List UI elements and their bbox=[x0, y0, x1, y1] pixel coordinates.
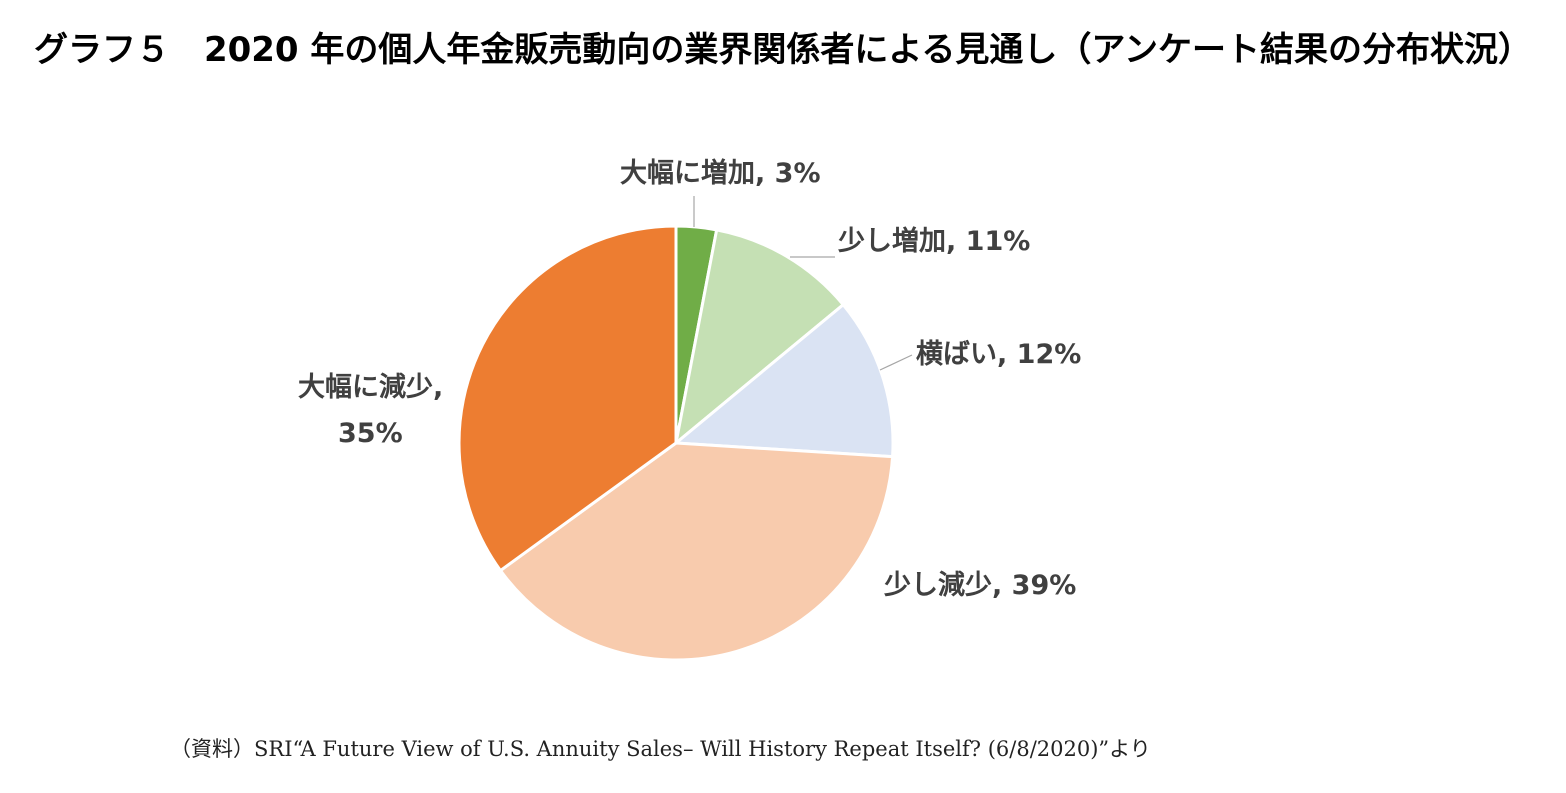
slice-flat bbox=[672, 302, 895, 459]
slice-label-large-decrease: 大幅に減少, bbox=[298, 372, 444, 403]
slice-label-large-increase: 大幅に増加, 3% bbox=[620, 158, 821, 189]
source-note: （資料）SRI“A Future View of U.S. Annuity Sa… bbox=[170, 737, 1151, 761]
chart-title: グラフ５ 2020 年の個人年金販売動向の業界関係者による見通し（アンケート結果… bbox=[33, 30, 1533, 70]
leader-line-flat bbox=[879, 354, 913, 371]
slice-small-decrease bbox=[498, 441, 895, 662]
slice-small-increase bbox=[673, 228, 846, 447]
slice-label-flat: 横ばい, 12% bbox=[916, 339, 1082, 370]
slice-large-decrease bbox=[457, 224, 678, 573]
slice-label-large-decrease-percent: 35% bbox=[338, 418, 403, 449]
slice-label-small-decrease: 少し減少, 39% bbox=[884, 570, 1077, 601]
slice-label-small-increase: 少し増加, 11% bbox=[838, 226, 1031, 257]
